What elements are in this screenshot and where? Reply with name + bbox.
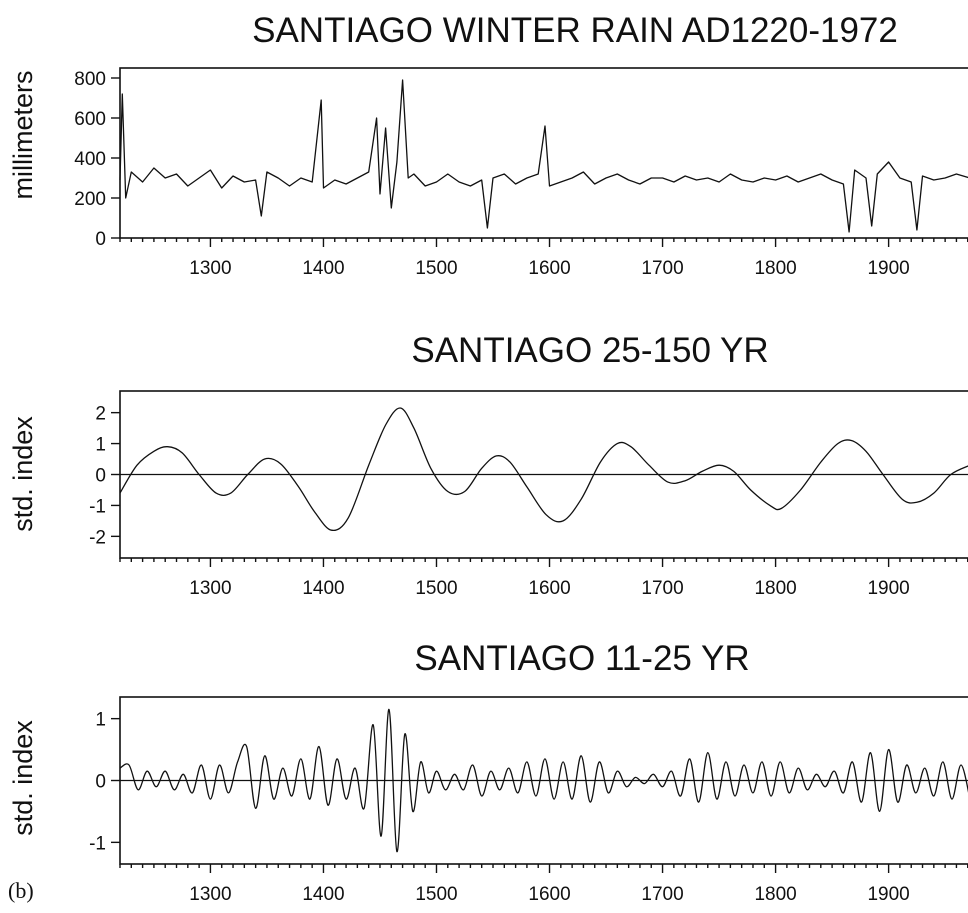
y-tick-label: -1 — [89, 496, 106, 517]
series-line — [119, 79, 968, 233]
x-tick-label: 1500 — [415, 578, 457, 599]
x-tick-label: 1900 — [867, 578, 909, 599]
y-axis-label: std. index — [8, 720, 38, 836]
y-ticks: -2 -1 0 1 2 — [89, 404, 120, 548]
x-tick-label: 1900 — [867, 258, 909, 279]
y-tick-label: 1 — [95, 435, 106, 456]
y-tick-label: 0 — [95, 772, 106, 793]
y-tick-label: 200 — [74, 189, 106, 210]
y-ticks: -1 0 1 — [89, 710, 120, 854]
x-tick-label: 1400 — [302, 578, 344, 599]
panel-label: (b) — [8, 878, 34, 903]
chart-title: SANTIAGO 11-25 YR — [414, 639, 749, 678]
y-tick-label: 1 — [95, 710, 106, 731]
x-tick-label: 1300 — [189, 258, 231, 279]
y-tick-label: 400 — [74, 149, 106, 170]
x-ticks: 1300 1400 1500 1600 1700 1800 1900 — [119, 558, 968, 599]
y-tick-label: 800 — [74, 69, 106, 90]
series-line — [119, 407, 968, 532]
x-tick-label: 1700 — [641, 884, 683, 905]
x-tick-label: 1800 — [754, 258, 796, 279]
x-tick-label: 1600 — [528, 884, 570, 905]
x-tick-label: 1600 — [528, 578, 570, 599]
x-tick-label: 1500 — [415, 884, 457, 905]
y-axis-label: std. index — [8, 416, 38, 532]
x-tick-label: 1900 — [867, 884, 909, 905]
x-tick-label: 1700 — [641, 578, 683, 599]
x-tick-label: 1300 — [189, 578, 231, 599]
x-tick-label: 1600 — [528, 258, 570, 279]
x-tick-label: 1300 — [189, 884, 231, 905]
y-tick-label: 2 — [95, 404, 106, 425]
panel-winter-rain: SANTIAGO WINTER RAIN AD1220-1972 millime… — [8, 11, 968, 279]
series-line — [119, 708, 968, 853]
panel-25-150-yr: SANTIAGO 25-150 YR std. index 1300 1400 15… — [8, 331, 968, 599]
y-tick-label: 0 — [95, 466, 106, 487]
plot-frame — [119, 67, 968, 239]
chart-title: SANTIAGO WINTER RAIN AD1220-1972 — [252, 11, 898, 50]
x-tick-label: 1400 — [302, 258, 344, 279]
y-tick-label: -2 — [89, 527, 106, 548]
y-axis-label: millimeters — [8, 70, 38, 199]
x-tick-label: 1800 — [754, 578, 796, 599]
chart-title: SANTIAGO 25-150 YR — [411, 331, 768, 370]
y-tick-label: -1 — [89, 833, 106, 854]
x-tick-label: 1800 — [754, 884, 796, 905]
y-tick-label: 0 — [95, 229, 106, 250]
x-tick-label: 1400 — [302, 884, 344, 905]
y-ticks: 0 200 400 600 800 — [74, 69, 120, 250]
panel-11-25-yr: SANTIAGO 11-25 YR std. index 1300 1400 150… — [8, 639, 968, 905]
y-tick-label: 600 — [74, 109, 106, 130]
x-ticks: 1300 1400 1500 1600 1700 1800 1900 — [119, 864, 968, 905]
x-ticks: 1300 1400 1500 1600 1700 1800 1900 — [119, 238, 968, 279]
x-tick-label: 1500 — [415, 258, 457, 279]
x-tick-label: 1700 — [641, 258, 683, 279]
